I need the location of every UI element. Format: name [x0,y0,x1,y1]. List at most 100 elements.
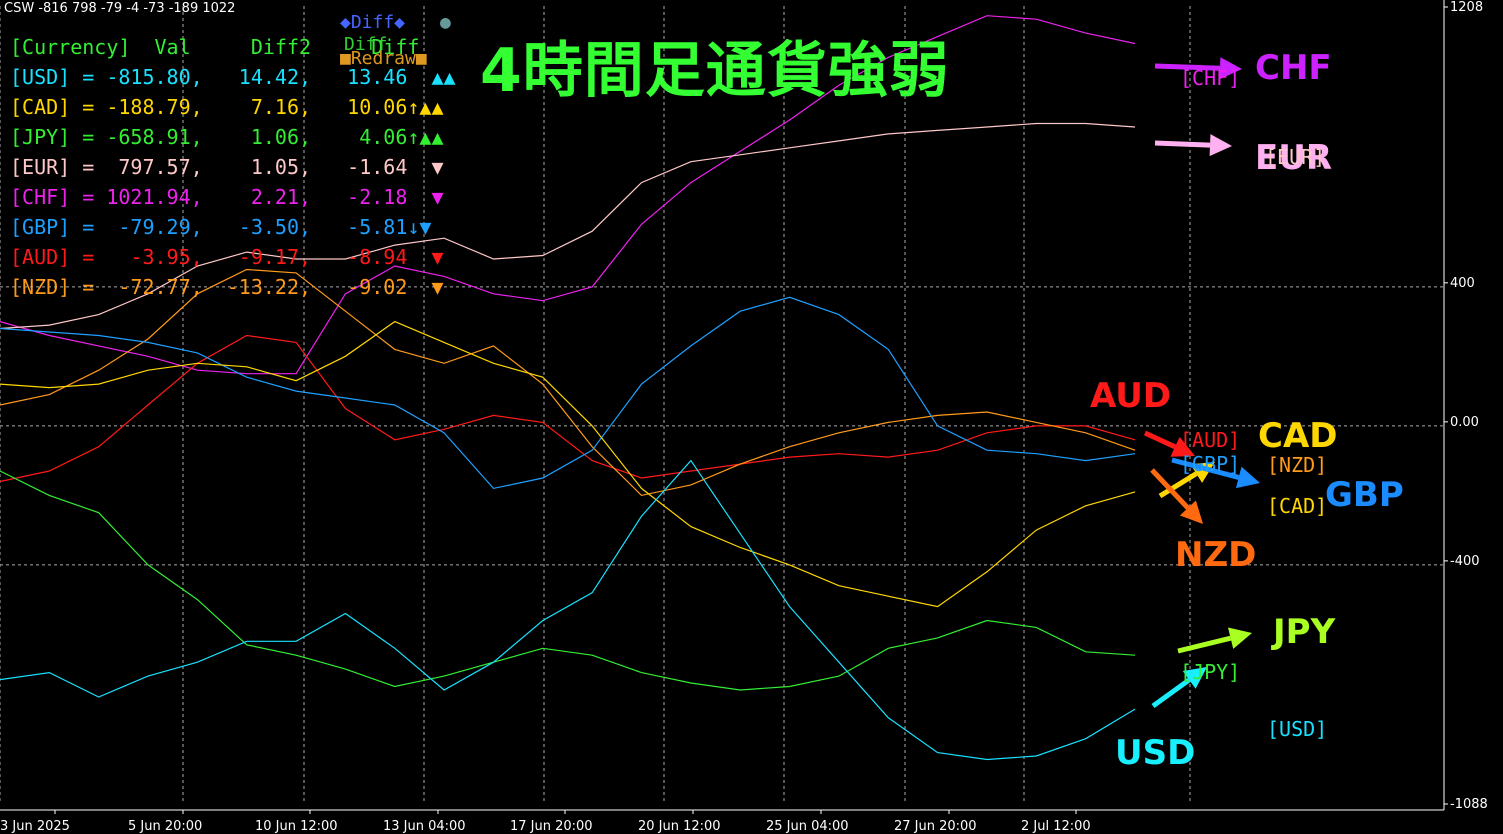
label-jpy: JPY [1273,612,1336,652]
y-tick-label: 1208 [1450,0,1483,15]
label-gbp: GBP [1325,475,1404,515]
up-triangle-icon: ▲ [431,125,444,149]
panel-row-text: [USD] = -815.80, 14.42, 13.46 [10,65,432,89]
panel-row-text: [NZD] = -72.77, -13.22, -9.02 [10,275,432,299]
redraw-button[interactable]: ■Redraw■ [340,48,427,69]
series-line-eur [0,122,1136,330]
panel-row-cad: [CAD] = -188.79, 7.16, 10.06↑▲▲ [10,92,456,122]
label-usd: USD [1115,733,1196,773]
down-triangle-icon: ▼ [431,155,444,179]
tag-aud: [AUD] [1180,428,1241,452]
arrow-jpy-icon [1177,627,1252,654]
panel-row-text: [CAD] = -188.79, 7.16, 10.06 [10,95,408,119]
diff2-button[interactable]: ◆Diff◆ [340,12,406,33]
arrow-gbp-icon [1171,457,1260,489]
tag-jpy: [JPY] [1180,660,1241,684]
x-tick-label: 25 Jun 04:00 [766,819,849,834]
panel-row-usd: [USD] = -815.80, 14.42, 13.46 ▲▲ [10,62,456,92]
annotation-arrows [1143,57,1260,709]
series-line-nzd [0,268,1136,497]
panel-row-gbp: [GBP] = -79.29, -3.50, -5.81↓▼ [10,212,456,242]
panel-row-text: [GBP] = -79.29, -3.50, -5.81 [10,215,408,239]
arrow-head [1182,667,1207,689]
up-triangle-icon: ▲ [419,125,432,149]
x-tick-label: 5 Jun 20:00 [128,819,202,834]
y-tick-label: -1088 [1450,797,1488,812]
tag-cad: [CAD] [1267,494,1328,518]
down-triangle-icon: ▼ [431,245,444,269]
arrow-head [1228,627,1252,649]
label-nzd: NZD [1175,535,1257,575]
up-triangle-icon: ▲ [419,95,432,119]
arrow-shaft [1154,140,1211,148]
x-tick-label: 20 Jun 12:00 [638,819,721,834]
arrow-head [1235,466,1260,489]
panel-row-aud: [AUD] = -3.95, -9.17, -8.94 ▼ [10,242,456,272]
label-chf: CHF [1255,48,1332,88]
up-triangle-icon: ▲ [431,65,444,89]
tag-chf: [CHF] [1180,66,1241,90]
up-triangle-icon: ▲ [443,65,456,89]
tag-nzd: [NZD] [1267,453,1328,477]
panel-row-eur: [EUR] = 797.57, 1.05, -1.64 ▼ [10,152,456,182]
diff-button[interactable]: Diff [344,34,388,55]
arrow-usd-icon [1151,667,1207,709]
panel-row-chf: [CHF] = 1021.94, 2.21, -2.18 ▼ [10,182,456,212]
arrow-shaft [1177,635,1232,654]
up-triangle-icon: ▲ [431,95,444,119]
series-line-gbp [0,296,1136,490]
panel-header: [Currency] Val Diff2 Diff [10,35,420,59]
trend-arrow-icon: ↓ [407,215,420,239]
trend-arrow-icon: ↑ [407,95,420,119]
panel-row-jpy: [JPY] = -658.91, 1.06, 4.06↑▲▲ [10,122,456,152]
arrow-head [1209,134,1232,157]
grid-lines [0,6,1444,804]
arrow-aud-icon [1143,430,1195,457]
down-triangle-icon: ▼ [431,275,444,299]
arrow-nzd-icon [1150,468,1203,524]
x-tick-label: 2 Jul 12:00 [1021,819,1091,834]
arrow-eur-icon [1154,134,1232,157]
label-eur: EUR [1255,138,1333,178]
dot-indicator[interactable]: ● [440,12,451,33]
panel-row-text: [JPY] = -658.91, 1.06, 4.06 [10,125,408,149]
down-triangle-icon: ▼ [431,185,444,209]
arrow-shaft [1150,468,1190,510]
currency-panel: [Currency] Val Diff2 Diff [USD] = -815.80… [10,32,456,302]
arrow-shaft [1171,457,1240,480]
x-tick-label: 17 Jun 20:00 [510,819,593,834]
trend-arrow-icon: ↑ [407,125,420,149]
panel-row-text: [EUR] = 797.57, 1.05, -1.64 [10,155,432,179]
series-line-usd [0,459,1136,761]
arrow-chf-icon [1154,57,1242,80]
arrow-head [1170,436,1195,457]
x-tick-label: 13 Jun 04:00 [383,819,466,834]
series-line-chf [0,15,1136,375]
series-line-cad [0,320,1136,608]
down-triangle-icon: ▼ [419,215,432,239]
arrow-shaft [1143,430,1177,450]
panel-row-text: [AUD] = -3.95, -9.17, -8.94 [10,245,432,269]
y-tick-label: 0.00 [1450,415,1479,430]
x-tick-label: 3 Jun 2025 [0,819,70,834]
series-lines [0,15,1136,761]
series-line-jpy [0,470,1136,691]
tag-eur: [EUR] [1265,145,1326,169]
chart-title: 4時間足通貨強弱 [480,36,950,106]
arrow-shaft [1154,63,1221,71]
y-tick-label: 400 [1450,276,1475,291]
panel-row-nzd: [NZD] = -72.77, -13.22, -9.02 ▼ [10,272,456,302]
arrow-shaft [1158,471,1198,499]
x-tick-label: 10 Jun 12:00 [255,819,338,834]
arrow-shaft [1151,677,1191,709]
tag-usd: [USD] [1267,717,1328,741]
arrow-head [1179,500,1203,524]
indicator-info: CSW -816 798 -79 -4 -73 -189 1022 [4,1,236,16]
tag-gbp: [GBP] [1180,452,1241,476]
label-cad: CAD [1258,416,1338,456]
panel-row-text: [CHF] = 1021.94, 2.21, -2.18 [10,185,432,209]
arrow-head [1219,57,1242,80]
label-aud: AUD [1090,376,1172,416]
